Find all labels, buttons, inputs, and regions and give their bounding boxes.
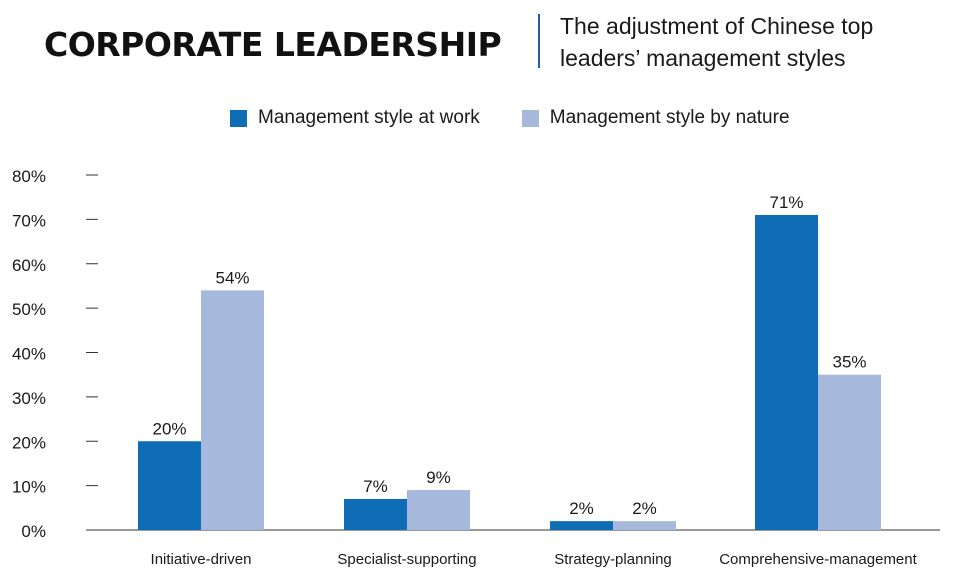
y-tick-label: 20% xyxy=(12,433,46,452)
bar-work xyxy=(344,499,407,530)
y-tick-label: 70% xyxy=(12,211,46,230)
data-label: 2% xyxy=(632,499,657,518)
bar-work xyxy=(138,441,201,530)
x-tick-label: Specialist-supporting xyxy=(337,551,476,568)
data-label: 9% xyxy=(426,468,451,487)
bar-work xyxy=(550,521,613,530)
y-tick-label: 60% xyxy=(12,256,46,275)
bar-nature xyxy=(613,521,676,530)
bar-chart: 0% 10% 20% 30% 40% 50% 60% 70% 80% 20% 54% Initiati… xyxy=(0,0,956,582)
bar-nature xyxy=(201,290,264,530)
y-tick-label: 40% xyxy=(12,345,46,364)
x-tick-label: Comprehensive-management xyxy=(719,551,917,568)
x-tick-label: Strategy-planning xyxy=(554,551,672,568)
data-label: 35% xyxy=(832,353,866,372)
bar-work xyxy=(755,215,818,530)
data-label: 71% xyxy=(769,193,803,212)
data-label: 2% xyxy=(569,499,594,518)
bar-nature xyxy=(407,490,470,530)
data-label: 7% xyxy=(363,477,388,496)
data-label: 54% xyxy=(215,268,249,287)
y-tick-label: 50% xyxy=(12,300,46,319)
y-tick-label: 30% xyxy=(12,389,46,408)
y-tick-label: 80% xyxy=(12,167,46,186)
y-tick-label: 0% xyxy=(21,522,46,541)
x-tick-label: Initiative-driven xyxy=(151,551,252,568)
data-label: 20% xyxy=(152,419,186,438)
y-tick-label: 10% xyxy=(12,478,46,497)
bar-nature xyxy=(818,375,881,530)
